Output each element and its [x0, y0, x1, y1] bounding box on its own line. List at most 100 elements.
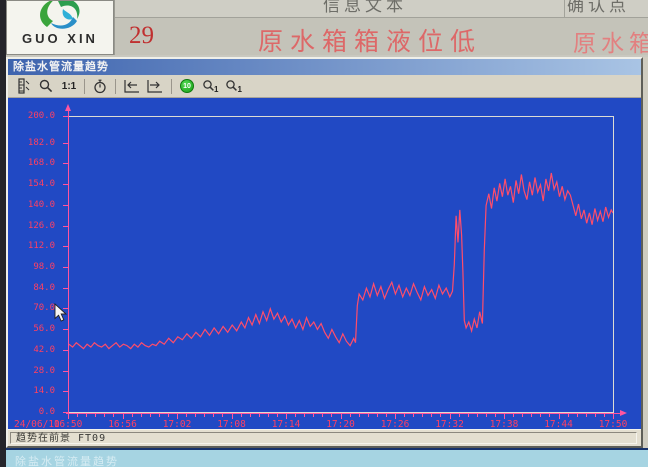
x-tick-label: 17:26	[380, 419, 410, 430]
x-tick	[322, 414, 324, 417]
x-tick	[558, 414, 560, 419]
x-tick	[140, 414, 142, 417]
x-tick	[204, 414, 206, 417]
x-tick	[186, 414, 188, 417]
y-tick-label: 154.0	[27, 179, 55, 190]
x-tick	[449, 414, 451, 419]
trend-line-plot	[69, 172, 613, 350]
x-tick	[68, 414, 69, 419]
x-tick	[504, 414, 505, 419]
y-tick	[63, 370, 68, 372]
x-tick	[576, 414, 578, 417]
interval-10-badge: 10	[180, 79, 194, 93]
zoom-button[interactable]	[38, 77, 54, 95]
toolbar-separator	[171, 78, 172, 94]
y-tick	[63, 391, 68, 393]
x-tick	[358, 414, 360, 417]
y-axis-arrow	[65, 104, 71, 111]
x-tick-label: 17:32	[435, 419, 464, 430]
company-logo: GUO XIN	[6, 0, 114, 55]
alarm-confirm-point: 原水箱	[573, 30, 648, 55]
zoom-curve-2-button[interactable]: 1	[225, 77, 242, 95]
mouse-cursor	[54, 303, 68, 322]
x-tick	[458, 414, 460, 417]
y-axis	[68, 110, 69, 413]
y-tick	[63, 287, 68, 289]
x-tick	[440, 414, 442, 417]
x-tick	[95, 414, 97, 417]
x-tick	[613, 414, 614, 419]
x-tick	[476, 414, 478, 417]
x-tick	[522, 414, 524, 417]
x-tick	[431, 414, 433, 417]
chart-arrow-right-icon	[147, 80, 162, 93]
x-tick	[549, 414, 551, 417]
y-tick	[63, 116, 68, 117]
x-tick	[276, 414, 278, 417]
y-tick	[63, 412, 68, 413]
x-tick	[313, 414, 315, 417]
x-tick	[122, 414, 124, 419]
y-tick	[63, 225, 68, 227]
x-tick	[195, 414, 197, 417]
x-tick	[286, 414, 287, 419]
y-tick	[63, 142, 68, 144]
alarm-banner: GUO XIN 信息文本 确认点 29 原水箱箱液位低 原水箱	[6, 0, 648, 57]
x-tick-label: 16:50	[53, 419, 83, 430]
interval-badge-button[interactable]: 10	[179, 77, 195, 95]
x-tick	[304, 414, 306, 417]
y-tick	[63, 349, 68, 351]
x-tick-label: 17:50	[598, 419, 628, 430]
y-tick-label: 14.0	[33, 386, 55, 397]
y-tick-label: 98.0	[33, 261, 55, 272]
y-tick-label: 70.0	[33, 303, 55, 314]
x-tick	[86, 414, 88, 417]
y-tick	[63, 163, 68, 165]
toolbar-separator	[84, 78, 85, 94]
trend-chart-area[interactable]: 200.0 182.0 168.0 154.0 140.0 126.0 112.0 98.0 8…	[8, 98, 641, 430]
x-tick	[331, 414, 333, 417]
x-tick	[349, 414, 351, 417]
column-header-message: 信息文本	[323, 0, 407, 15]
y-tick-label: 112.0	[27, 241, 55, 252]
window-titlebar[interactable]: 除盐水管流量趋势	[8, 59, 641, 75]
x-tick	[131, 414, 133, 417]
trend-select-button[interactable]	[15, 77, 31, 95]
x-tick	[485, 414, 487, 417]
zoom-reset-button[interactable]: 1:1	[61, 77, 77, 95]
alarm-table-header: 信息文本 确认点	[115, 0, 648, 18]
x-tick-label: 16:56	[108, 419, 137, 430]
scroll-to-end-button[interactable]	[147, 77, 164, 95]
x-tick	[540, 414, 542, 417]
window-title: 除盐水管流量趋势	[13, 61, 109, 73]
magnifier-icon	[39, 79, 53, 93]
x-tick	[222, 414, 224, 417]
x-tick	[213, 414, 215, 417]
alarm-table: 信息文本 确认点 29 原水箱箱液位低 原水箱	[114, 0, 648, 55]
y-tick-label: 168.0	[27, 158, 55, 169]
zoom-ratio-label: 1:1	[61, 80, 77, 92]
taskbar-strip[interactable]: 除盐水管流量趋势	[6, 448, 648, 467]
magnifier-1-subscript: 1	[214, 84, 219, 94]
x-tick	[467, 414, 469, 417]
scroll-to-start-button[interactable]	[123, 77, 140, 95]
x-tick	[149, 414, 151, 417]
x-tick	[494, 414, 496, 417]
y-tick-label: 200.0	[27, 111, 55, 121]
y-tick	[63, 308, 68, 310]
x-tick-label: 17:14	[271, 419, 301, 430]
ruler-icon	[17, 78, 29, 94]
x-tick	[395, 414, 396, 419]
trend-series-line	[69, 172, 613, 350]
x-tick	[177, 414, 178, 419]
taskbar-window-label: 除盐水管流量趋势	[15, 456, 119, 467]
time-range-button[interactable]	[92, 77, 108, 95]
alarm-row[interactable]: 29 原水箱箱液位低 原水箱	[115, 18, 648, 55]
zoom-curve-1-button[interactable]: 1	[202, 77, 218, 95]
x-tick	[567, 414, 569, 417]
x-tick	[594, 414, 596, 417]
x-tick	[340, 414, 342, 419]
x-tick	[249, 414, 251, 417]
y-tick	[63, 246, 68, 248]
